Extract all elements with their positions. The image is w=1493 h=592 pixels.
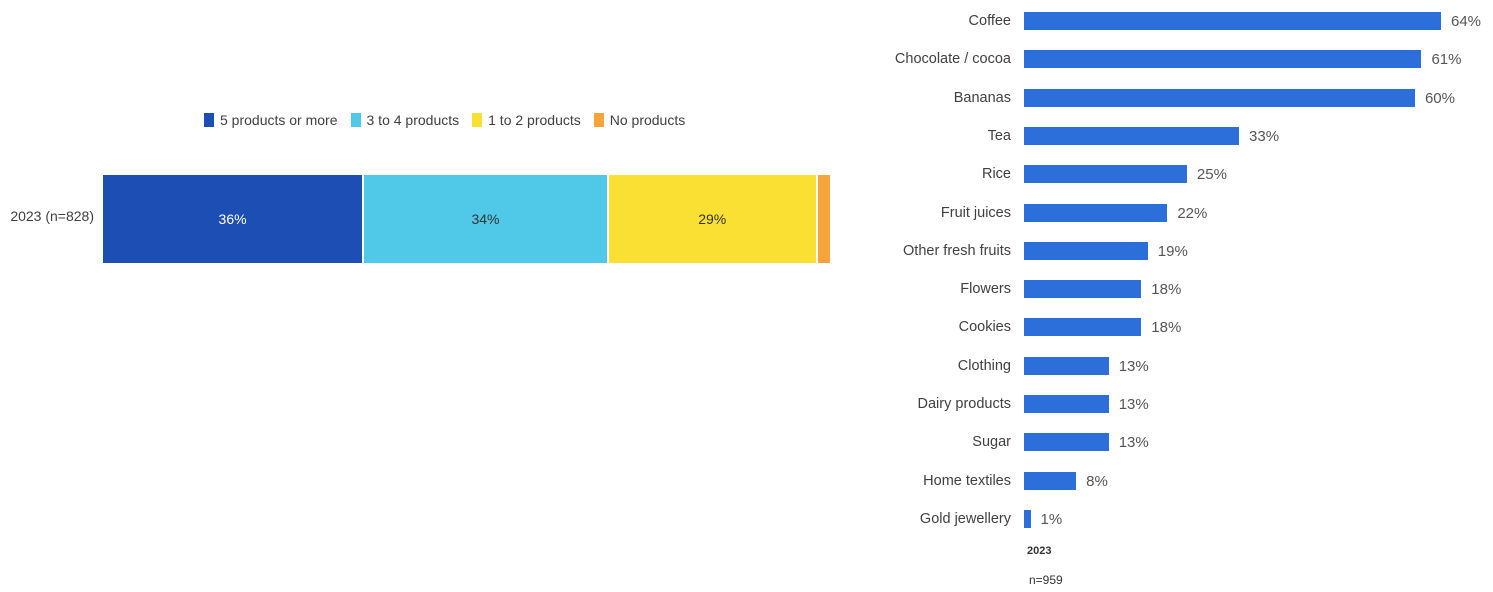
- data-label: 25%: [1196, 166, 1227, 184]
- category-label: Tea: [987, 127, 1011, 144]
- legend-label: 5 products or more: [220, 112, 338, 128]
- category-label: Coffee: [968, 13, 1011, 29]
- bar: [1024, 241, 1148, 260]
- category-label: Chocolate / cocoa: [894, 51, 1011, 68]
- bar-row: Rice 25%: [860, 165, 1493, 185]
- category-label: Flowers: [960, 281, 1011, 298]
- bar-row: Home textiles 8%: [860, 471, 1493, 492]
- bar: [1024, 203, 1168, 222]
- bar-row: Other fresh fruits 19%: [860, 241, 1493, 262]
- bar: [1024, 509, 1031, 528]
- bar-row: Chocolate / cocoa 61%: [860, 50, 1493, 70]
- bar-row: Clothing 13%: [860, 356, 1493, 377]
- data-label: 64%: [1451, 13, 1482, 30]
- data-label: 13%: [1118, 396, 1149, 413]
- bar-segment: [815, 175, 830, 263]
- bar: [1024, 318, 1142, 337]
- category-label: Clothing: [957, 357, 1011, 374]
- bar: [1024, 433, 1109, 452]
- bar-row: Bananas 60%: [860, 88, 1493, 109]
- stacked-bar: 36% 34% 29%: [103, 175, 830, 263]
- bar: [1024, 126, 1240, 145]
- bar: [1024, 356, 1109, 375]
- data-label: 61%: [1431, 51, 1462, 69]
- bar-row: Fruit juices 22%: [860, 203, 1493, 224]
- legend-item: No products: [593, 112, 686, 128]
- data-label: 19%: [1157, 242, 1188, 260]
- data-label: 1%: [1040, 510, 1063, 528]
- legend-label: 3 to 4 products: [366, 112, 460, 128]
- data-label: 13%: [1118, 357, 1149, 375]
- bar: [1024, 165, 1187, 184]
- category-label: Gold jewellery: [919, 510, 1011, 527]
- legend-item: 5 products or more: [204, 112, 338, 128]
- bar-row: Sugar 13%: [860, 433, 1493, 453]
- legend-swatch: [472, 113, 483, 127]
- data-label: 34%: [471, 211, 500, 227]
- bar-row: Flowers 18%: [860, 280, 1493, 300]
- data-label: 29%: [698, 211, 727, 227]
- data-label: 22%: [1177, 204, 1208, 222]
- category-label: 2023 (n=828): [10, 208, 94, 224]
- data-label: 33%: [1249, 127, 1280, 145]
- bar: [1024, 280, 1142, 299]
- sample-size-note: n=959: [1029, 573, 1063, 587]
- bar-row: Dairy products 13%: [860, 395, 1493, 415]
- bar-row: Coffee 64%: [860, 12, 1493, 32]
- bar: [1024, 88, 1415, 107]
- horizontal-bar-chart: Coffee 64% Chocolate / cocoa 61% Bananas 60% T…: [860, 0, 1493, 592]
- bar-row: Gold jewellery 1%: [860, 509, 1493, 530]
- stacked-bar-chart: 5 products or more 3 to 4 products 1 to 2 …: [10, 110, 830, 263]
- legend-swatch: [204, 113, 214, 127]
- category-label: Other fresh fruits: [903, 242, 1011, 259]
- bar: [1024, 12, 1441, 30]
- category-label: Home textiles: [923, 472, 1011, 489]
- data-label: 13%: [1118, 434, 1149, 452]
- legend-label: 1 to 2 products: [488, 112, 581, 128]
- legend-swatch: [593, 113, 604, 127]
- category-label: Cookies: [958, 319, 1011, 336]
- bar-segment: 34%: [362, 175, 607, 263]
- category-label: Rice: [981, 166, 1011, 183]
- bar: [1024, 50, 1422, 69]
- bar-segment: 29%: [606, 175, 816, 263]
- bar-segment: 36%: [103, 175, 363, 263]
- data-label: 18%: [1151, 281, 1182, 299]
- bar: [1024, 471, 1077, 490]
- bar-row: Cookies 18%: [860, 318, 1493, 338]
- bar-row: Tea 33%: [860, 126, 1493, 147]
- series-year-label: 2023: [1027, 545, 1052, 557]
- legend: 5 products or more 3 to 4 products 1 to 2 …: [204, 110, 698, 130]
- category-label: Sugar: [972, 434, 1011, 451]
- category-label: Bananas: [953, 89, 1011, 106]
- bar: [1024, 395, 1109, 413]
- legend-item: 1 to 2 products: [472, 112, 581, 128]
- data-label: 8%: [1086, 472, 1108, 490]
- data-label: 36%: [218, 211, 247, 227]
- data-label: 60%: [1424, 89, 1455, 107]
- category-label: Dairy products: [917, 396, 1011, 412]
- legend-swatch: [350, 113, 361, 127]
- data-label: 18%: [1151, 319, 1182, 337]
- legend-label: No products: [609, 112, 686, 128]
- category-label: Fruit juices: [940, 204, 1011, 221]
- legend-item: 3 to 4 products: [350, 112, 460, 128]
